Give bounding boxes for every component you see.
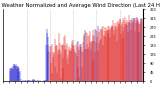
Title: Milwaukee Weather Normalized and Average Wind Direction (Last 24 Hours): Milwaukee Weather Normalized and Average… [0,3,160,8]
